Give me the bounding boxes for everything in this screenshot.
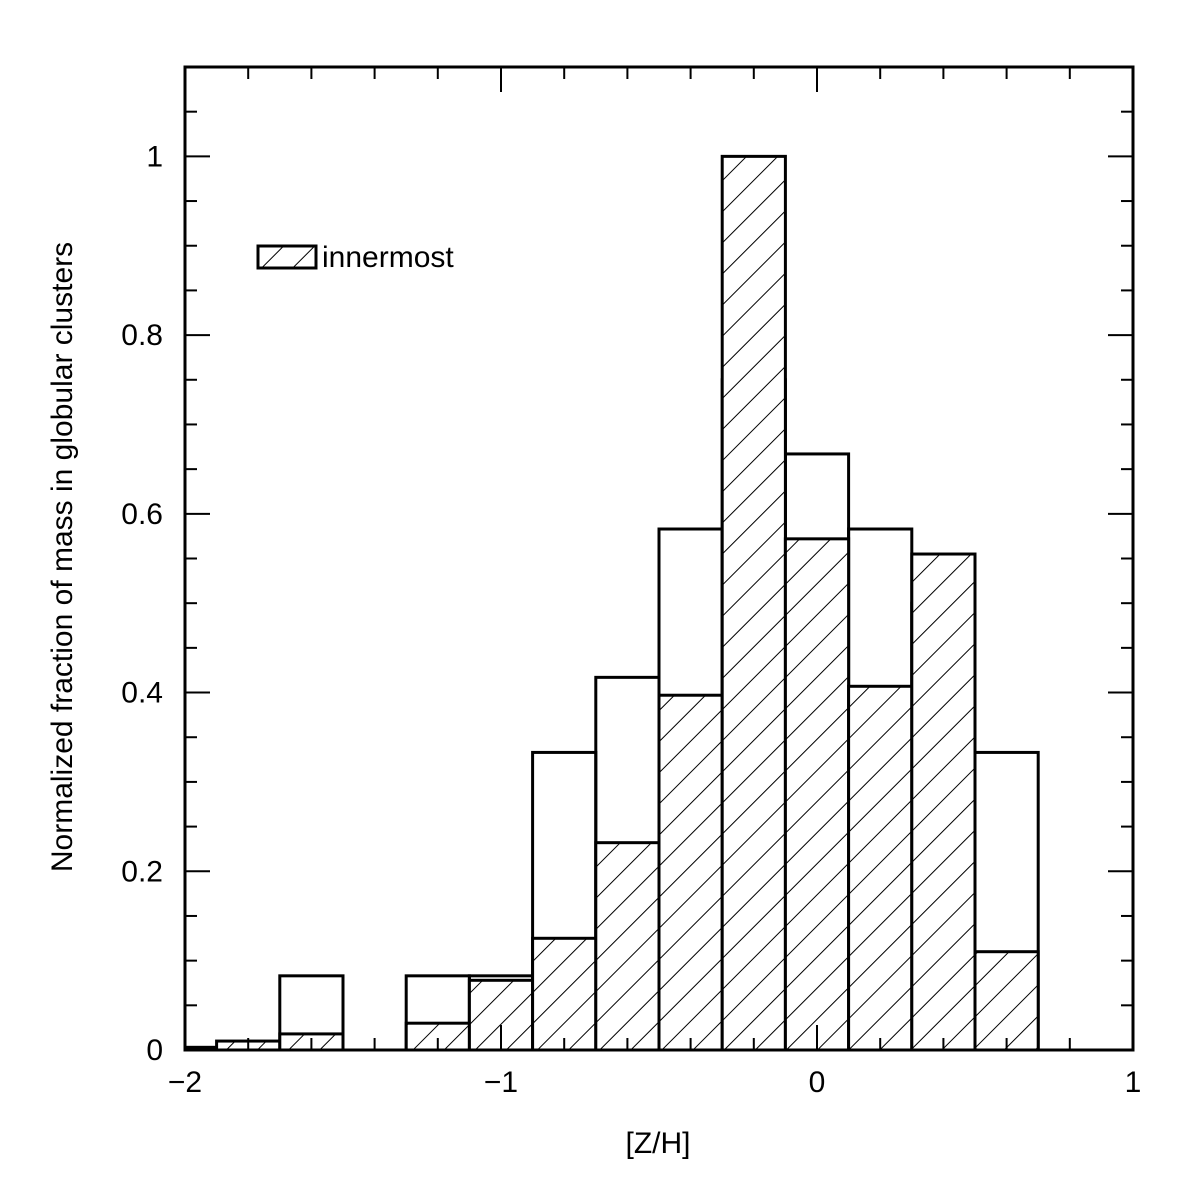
y-tick-label: 0.6	[121, 498, 163, 531]
hatched-bar	[594, 841, 661, 1050]
hatched-bar	[910, 552, 977, 1050]
hatched-bar	[657, 693, 724, 1050]
y-tick-label: 1	[146, 140, 163, 173]
legend-swatch	[256, 244, 318, 270]
bar	[278, 974, 345, 1050]
hatched-bar	[783, 537, 851, 1050]
x-tick-label: −2	[168, 1066, 202, 1099]
bars	[185, 154, 1040, 1050]
hatched-bar	[847, 684, 914, 1050]
hatched-bar	[973, 950, 1040, 1050]
x-tick-label: 0	[809, 1066, 826, 1099]
legend-label: innermost	[322, 241, 454, 274]
hatched-bar	[531, 936, 598, 1050]
y-tick-label: 0.4	[121, 677, 163, 710]
x-tick-label: −1	[484, 1066, 518, 1099]
y-axis-label: Normalized fraction of mass in globular …	[46, 242, 79, 872]
y-tick-label: 0	[146, 1034, 163, 1067]
y-tick-label: 0.2	[121, 855, 163, 888]
x-tick-label: 1	[1125, 1066, 1142, 1099]
hatched-bar	[720, 154, 787, 1050]
x-axis-label: [Z/H]	[626, 1127, 691, 1160]
y-tick-label: 0.8	[121, 319, 163, 352]
